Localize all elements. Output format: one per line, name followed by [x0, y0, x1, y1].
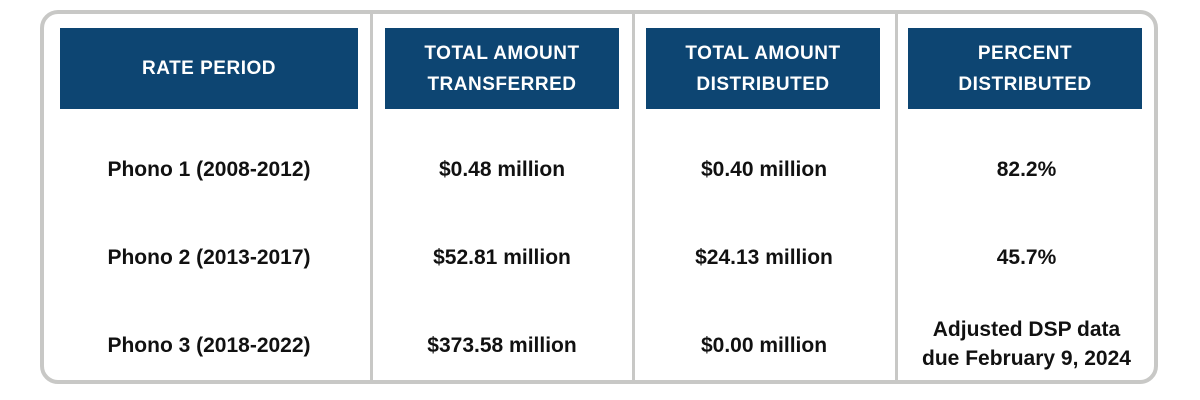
- table-row-1-rate-period: Phono 1 (2008-2012): [60, 149, 358, 189]
- header-distributed-line-1: TOTAL AMOUNT: [685, 42, 841, 64]
- table-row-2-distributed: $24.13 million: [636, 237, 892, 277]
- column-divider-3: [895, 14, 898, 380]
- header-transferred-line-1: TOTAL AMOUNT: [424, 42, 580, 64]
- cell-text: $0.48 million: [438, 157, 566, 181]
- header-percent-line-2: DISTRIBUTED: [958, 73, 1092, 95]
- header-total-amount-distributed: TOTAL AMOUNT DISTRIBUTED: [646, 28, 880, 109]
- table-row-1-transferred: $0.48 million: [374, 149, 630, 189]
- header-rate-period-line-1: RATE PERIOD: [142, 58, 276, 79]
- table-row-1-percent: 82.2%: [899, 149, 1154, 189]
- cell-text: $373.58 million: [427, 333, 577, 357]
- cell-text: Phono 2 (2013-2017): [107, 245, 311, 269]
- header-percent-distributed: PERCENT DISTRIBUTED: [908, 28, 1142, 109]
- table-row-2-percent: 45.7%: [899, 237, 1154, 277]
- cell-text: $0.00 million: [700, 333, 828, 357]
- table-row-2-rate-period: Phono 2 (2013-2017): [60, 237, 358, 277]
- column-divider-2: [632, 14, 635, 380]
- data-table: RATE PERIOD TOTAL AMOUNT TRANSFERRED TOT…: [40, 10, 1158, 384]
- header-percent-line-1: PERCENT: [977, 42, 1073, 64]
- cell-text-line-2: due February 9, 2024: [922, 347, 1131, 370]
- table-row-3-distributed: $0.00 million: [636, 325, 892, 365]
- column-divider-1: [370, 14, 373, 380]
- table-row-2-transferred: $52.81 million: [374, 237, 630, 277]
- cell-text: 45.7%: [996, 245, 1057, 269]
- cell-text: $24.13 million: [695, 245, 833, 269]
- table-row-1-distributed: $0.40 million: [636, 149, 892, 189]
- table-row-3-percent: Adjusted DSP data due February 9, 2024: [899, 311, 1154, 377]
- table-row-3-transferred: $373.58 million: [374, 325, 630, 365]
- header-transferred-line-2: TRANSFERRED: [427, 73, 577, 95]
- cell-text: 82.2%: [996, 157, 1057, 181]
- cell-text: Phono 1 (2008-2012): [107, 157, 311, 181]
- cell-text: Phono 3 (2018-2022): [107, 333, 311, 357]
- cell-text-line-1: Adjusted DSP data: [932, 318, 1121, 341]
- header-distributed-line-2: DISTRIBUTED: [696, 73, 830, 95]
- header-total-amount-transferred: TOTAL AMOUNT TRANSFERRED: [385, 28, 619, 109]
- cell-text: $0.40 million: [700, 157, 828, 181]
- header-rate-period: RATE PERIOD: [60, 28, 358, 109]
- cell-text: $52.81 million: [433, 245, 571, 269]
- table-row-3-rate-period: Phono 3 (2018-2022): [60, 325, 358, 365]
